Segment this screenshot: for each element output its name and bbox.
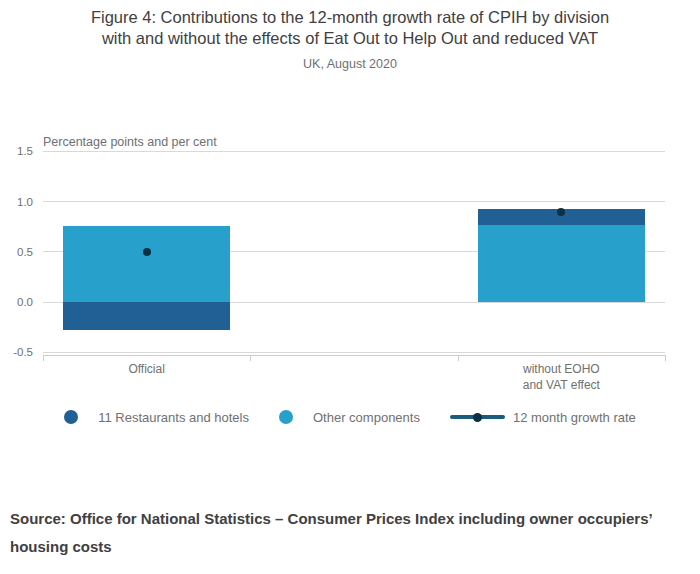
y-axis-tick-label: 0.0 [0,295,33,309]
x-axis-category-label: without EOHOand VAT effect [458,361,664,393]
source-note: Source: Office for National Statistics –… [10,505,694,561]
x-axis-category-label: Official [44,361,250,377]
y-axis-tick-label: 1.5 [0,144,33,158]
gridline [43,201,665,202]
legend-line-icon [450,415,505,419]
figure-subtitle: UK, August 2020 [0,57,700,71]
legend-item-label: 11 Restaurants and hotels [98,410,249,425]
gridline [43,151,665,152]
y-axis-tick-label: -0.5 [0,345,33,359]
x-axis-label-line: Official [44,361,250,377]
figure-title: Figure 4: Contributions to the 12-month … [20,7,680,49]
y-axis-tick-label: 1.0 [0,195,33,209]
legend-item[interactable]: 11 Restaurants and hotels [64,410,249,425]
bar-segment-restaurants-hotels[interactable] [63,302,230,330]
legend-item[interactable]: Other components [279,410,420,425]
legend-line-dot-icon [473,413,482,422]
y-axis-title: Percentage points and per cent [43,135,217,149]
gridline [43,352,665,353]
y-axis-tick-label: 0.5 [0,245,33,259]
growth-rate-dot[interactable] [143,248,151,256]
legend-circle-icon [279,410,293,424]
x-axis-label-line: and VAT effect [458,377,664,393]
chart-page: Figure 4: Contributions to the 12-month … [0,0,700,574]
legend-item-label: 12 month growth rate [513,410,636,425]
chart-legend: 11 Restaurants and hotels Other component… [0,404,700,430]
x-axis-tick [250,355,251,361]
legend-circle-icon [64,410,78,424]
x-axis-line [43,355,665,356]
figure-title-line1: Figure 4: Contributions to the 12-month … [20,7,680,28]
x-axis-label-line: without EOHO [458,361,664,377]
x-axis-tick [665,355,666,361]
legend-item-label: Other components [313,410,420,425]
figure-title-line2: with and without the effects of Eat Out … [20,28,680,49]
legend-item[interactable]: 12 month growth rate [450,410,636,425]
bar-segment-other-components[interactable] [63,226,230,302]
bar-segment-other-components[interactable] [478,225,645,302]
growth-rate-dot[interactable] [557,208,565,216]
